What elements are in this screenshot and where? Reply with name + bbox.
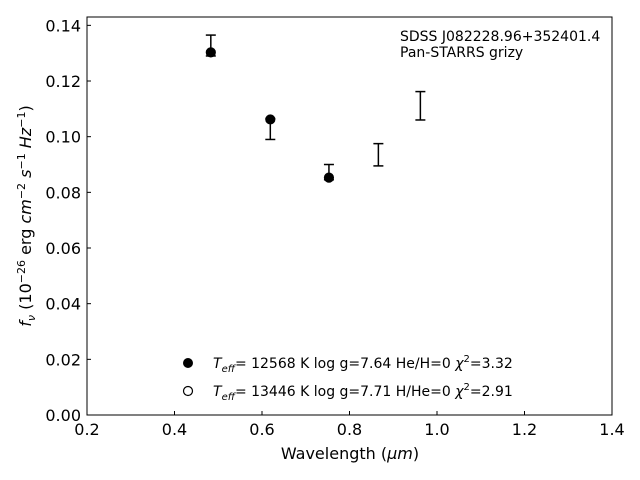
x-tick-label-2: 0.6 xyxy=(249,420,274,439)
y-axis-title: fν (10−26 erg cm−2 s−1 Hz−1) xyxy=(15,105,38,326)
y-tick-label-1: 0.02 xyxy=(45,350,81,369)
error-bar-3 xyxy=(373,142,384,167)
x-tick-label-3: 0.8 xyxy=(337,420,362,439)
legend: Teff= 12568 K log g=7.64 He/H=0 χ2=3.32 … xyxy=(182,354,513,403)
axis-ticks: 0.2 0.4 0.6 0.8 1.0 1.2 1.4 0.00 0.02 0.04 0.06 0.0… xyxy=(45,16,624,439)
y-tick-label-7: 0.14 xyxy=(45,16,81,35)
x-axis-title: Wavelength (μm) xyxy=(281,444,419,463)
model-points xyxy=(205,47,335,183)
model-0-point-2 xyxy=(323,172,335,183)
legend-marker-open xyxy=(182,385,194,397)
x-tick-label-5: 1.2 xyxy=(512,420,537,439)
legend-marker-filled xyxy=(183,358,193,368)
x-tick-label-0: 0.2 xyxy=(74,420,99,439)
y-tick-label-0: 0.00 xyxy=(45,406,81,425)
y-tick-label-5: 0.10 xyxy=(45,128,81,147)
x-tick-label-6: 1.4 xyxy=(599,420,624,439)
legend-label-model-1: Teff= 12568 K log g=7.64 He/H=0 χ2=3.32 xyxy=(213,354,513,375)
error-bar-4 xyxy=(415,90,426,121)
model-0-point-0 xyxy=(205,47,216,58)
x-tick-label-4: 1.0 xyxy=(424,420,449,439)
y-tick-label-6: 0.12 xyxy=(45,72,81,91)
error-bars xyxy=(205,34,426,181)
legend-label-model-2: Teff= 13446 K log g=7.71 H/He=0 χ2=2.91 xyxy=(213,382,513,403)
y-tick-label-4: 0.08 xyxy=(45,183,81,202)
y-tick-label-3: 0.06 xyxy=(45,239,81,258)
model-0-point-1 xyxy=(265,114,276,125)
annotation-object: SDSS J082228.96+352401.4 xyxy=(400,29,600,45)
x-tick-label-1: 0.4 xyxy=(162,420,187,439)
annotation-survey: Pan-STARRS grizy xyxy=(400,45,523,61)
y-tick-label-2: 0.04 xyxy=(45,295,81,314)
